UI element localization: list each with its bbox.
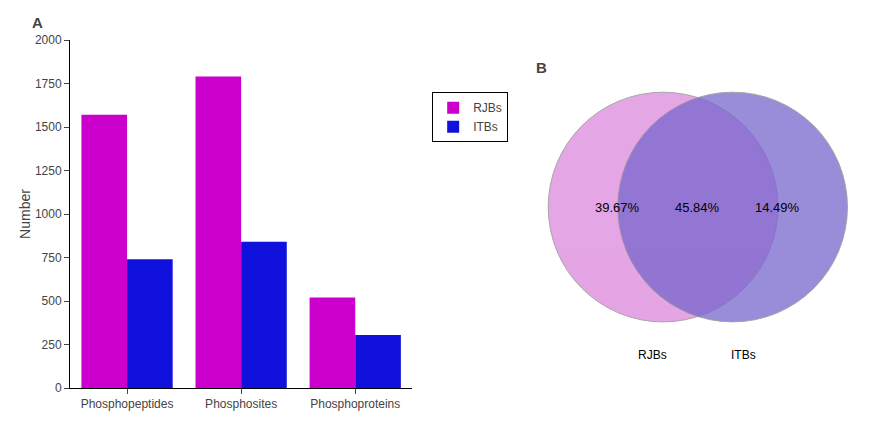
- svg-text:Phosphoproteins: Phosphoproteins: [310, 397, 400, 411]
- svg-text:45.84%: 45.84%: [675, 200, 720, 215]
- svg-text:750: 750: [42, 251, 62, 265]
- svg-text:Phosphosites: Phosphosites: [205, 397, 277, 411]
- svg-text:RJBs: RJBs: [638, 348, 667, 362]
- svg-text:1750: 1750: [35, 77, 62, 91]
- svg-text:2000: 2000: [35, 33, 62, 47]
- svg-text:RJBs: RJBs: [473, 101, 502, 115]
- svg-text:Phosphopeptides: Phosphopeptides: [81, 397, 174, 411]
- svg-text:Number: Number: [17, 189, 33, 239]
- svg-text:0: 0: [55, 381, 62, 395]
- svg-text:1500: 1500: [35, 120, 62, 134]
- svg-text:250: 250: [42, 338, 62, 352]
- svg-text:39.67%: 39.67%: [595, 200, 640, 215]
- svg-text:ITBs: ITBs: [731, 348, 756, 362]
- svg-text:14.49%: 14.49%: [755, 200, 800, 215]
- svg-text:B: B: [536, 59, 547, 76]
- svg-text:1000: 1000: [35, 207, 62, 221]
- svg-text:1250: 1250: [35, 164, 62, 178]
- svg-text:A: A: [32, 14, 43, 31]
- svg-text:500: 500: [42, 294, 62, 308]
- svg-text:ITBs: ITBs: [473, 120, 498, 134]
